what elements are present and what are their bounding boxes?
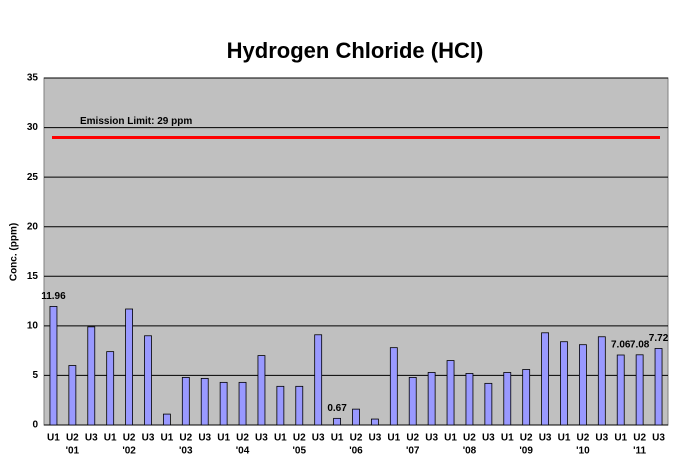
bar bbox=[446, 360, 455, 426]
bar bbox=[49, 306, 58, 426]
data-label: 7.72 bbox=[649, 333, 669, 344]
group-label: '07 bbox=[406, 446, 420, 457]
x-tick-label: U1 bbox=[104, 433, 117, 444]
x-tick-label: U1 bbox=[331, 433, 344, 444]
y-axis-label: Conc. (ppm) bbox=[9, 223, 20, 281]
y-tick-label: 25 bbox=[27, 172, 39, 183]
x-tick-label: U1 bbox=[501, 433, 514, 444]
x-tick-label: U3 bbox=[369, 433, 382, 444]
group-label: '08 bbox=[463, 446, 477, 457]
bar bbox=[352, 408, 360, 426]
y-tick-label: 20 bbox=[27, 221, 39, 232]
y-tick-label: 30 bbox=[27, 122, 39, 133]
x-tick-label: U2 bbox=[633, 433, 646, 444]
data-label: 7.06 bbox=[611, 340, 631, 351]
x-tick-label: U3 bbox=[198, 433, 211, 444]
bar bbox=[125, 308, 133, 426]
x-tick-label: U3 bbox=[425, 433, 438, 444]
bar bbox=[427, 372, 436, 426]
group-label: '02 bbox=[122, 446, 136, 457]
x-tick-label: U1 bbox=[47, 433, 60, 444]
bar bbox=[181, 377, 190, 426]
x-tick-label: U3 bbox=[652, 433, 665, 444]
bar bbox=[219, 381, 228, 426]
group-label: '01 bbox=[66, 446, 80, 457]
bar bbox=[163, 413, 171, 426]
group-label: '09 bbox=[519, 446, 533, 457]
bar bbox=[541, 332, 549, 426]
data-label: 0.67 bbox=[327, 403, 347, 414]
group-label: '10 bbox=[576, 446, 590, 457]
bar bbox=[597, 336, 606, 426]
bar bbox=[522, 369, 531, 426]
y-tick-label: 10 bbox=[27, 320, 39, 331]
bar bbox=[389, 347, 398, 426]
plot-area bbox=[43, 77, 669, 426]
bar bbox=[238, 381, 247, 426]
x-tick-label: U1 bbox=[558, 433, 571, 444]
bar bbox=[144, 335, 152, 426]
bar bbox=[257, 355, 266, 426]
x-tick-label: U2 bbox=[463, 433, 476, 444]
bar bbox=[371, 418, 379, 426]
x-tick-label: U2 bbox=[123, 433, 136, 444]
group-label: '11 bbox=[633, 446, 646, 457]
data-label: 7.08 bbox=[630, 339, 650, 350]
bar bbox=[616, 354, 625, 426]
group-label: '04 bbox=[236, 446, 250, 457]
bar bbox=[333, 417, 341, 426]
group-label: '05 bbox=[293, 446, 307, 457]
x-tick-label: U2 bbox=[179, 433, 192, 444]
x-tick-label: U3 bbox=[142, 433, 155, 444]
bar bbox=[465, 373, 474, 426]
x-tick-label: U2 bbox=[236, 433, 249, 444]
bar bbox=[560, 341, 568, 426]
bar bbox=[579, 344, 587, 426]
chart-title: Hydrogen Chloride (HCl) bbox=[227, 38, 484, 63]
x-tick-label: U1 bbox=[274, 433, 287, 444]
x-tick-label: U3 bbox=[312, 433, 325, 444]
x-tick-label: U3 bbox=[539, 433, 552, 444]
bar bbox=[635, 354, 644, 426]
bar bbox=[314, 334, 323, 426]
x-tick-label: U1 bbox=[217, 433, 230, 444]
bar bbox=[200, 378, 209, 426]
bar bbox=[106, 351, 115, 426]
bar bbox=[503, 372, 512, 426]
x-tick-label: U2 bbox=[577, 433, 590, 444]
x-tick-label: U3 bbox=[85, 433, 98, 444]
bar bbox=[654, 348, 663, 426]
x-tick-label: U2 bbox=[350, 433, 363, 444]
bar bbox=[276, 385, 285, 426]
y-tick-label: 5 bbox=[32, 370, 38, 381]
bar bbox=[295, 385, 304, 426]
x-tick-label: U2 bbox=[66, 433, 79, 444]
bar bbox=[68, 365, 77, 426]
x-tick-label: U2 bbox=[520, 433, 533, 444]
bar bbox=[484, 382, 493, 426]
group-label: '06 bbox=[349, 446, 363, 457]
data-label: 11.96 bbox=[41, 291, 66, 302]
x-tick-label: U3 bbox=[595, 433, 608, 444]
x-tick-label: U3 bbox=[255, 433, 268, 444]
bar bbox=[87, 326, 96, 426]
x-tick-label: U1 bbox=[444, 433, 457, 444]
reference-label: Emission Limit: 29 ppm bbox=[80, 116, 192, 127]
x-tick-label: U2 bbox=[406, 433, 419, 444]
x-tick-label: U1 bbox=[387, 433, 400, 444]
group-label: '03 bbox=[179, 446, 193, 457]
x-tick-label: U3 bbox=[482, 433, 495, 444]
x-tick-label: U1 bbox=[614, 433, 627, 444]
x-tick-label: U2 bbox=[293, 433, 306, 444]
x-tick-label: U1 bbox=[161, 433, 174, 444]
y-tick-label: 35 bbox=[27, 73, 39, 84]
bar bbox=[408, 377, 417, 426]
y-tick-label: 0 bbox=[32, 420, 38, 431]
y-tick-label: 15 bbox=[27, 271, 39, 282]
